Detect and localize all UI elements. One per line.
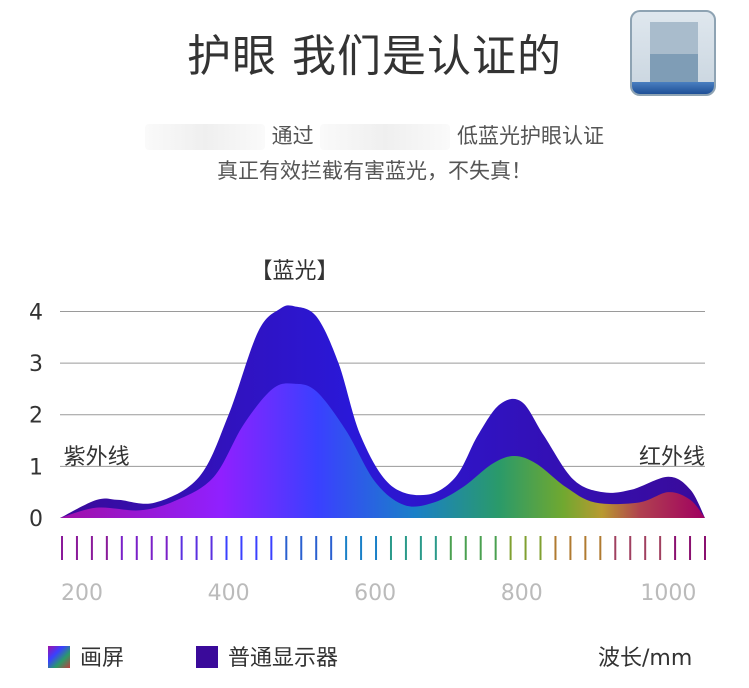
x-axis-unit-label: 波长/mm <box>598 646 693 671</box>
legend-item-normal-display: 普通显示器 <box>196 640 338 672</box>
series-area-huaping <box>60 383 705 518</box>
legend-swatch-huaping <box>48 646 70 668</box>
x-tick-label: 200 <box>61 581 103 606</box>
series-area-normal-display <box>60 305 705 518</box>
subtitle-part-1: 通过 <box>271 124 314 148</box>
y-tick-label: 4 <box>29 300 43 325</box>
subtitle-part-2: 低蓝光护眼认证 <box>457 124 605 148</box>
annotation-label: 【蓝光】 <box>251 259 339 284</box>
x-tick-label: 1000 <box>640 581 696 606</box>
y-tick-label: 1 <box>29 455 43 480</box>
x-tick-label: 800 <box>501 581 543 606</box>
redacted-org <box>320 124 451 150</box>
legend-item-huaping: 画屏 <box>48 640 124 672</box>
subtitle-line-1: 通过 低蓝光护眼认证 <box>0 120 749 150</box>
annotation-label: 红外线 <box>639 445 705 470</box>
legend-label-huaping: 画屏 <box>80 646 125 671</box>
page-title: 护眼 我们是认证的 <box>187 31 562 82</box>
legend-swatch-normal-display <box>196 646 218 668</box>
y-tick-label: 0 <box>29 507 43 532</box>
annotation-label: 紫外线 <box>64 445 130 470</box>
redacted-brand <box>144 124 265 150</box>
y-tick-label: 3 <box>29 352 43 377</box>
certification-badge-icon <box>630 10 716 96</box>
x-tick-label: 400 <box>208 581 250 606</box>
subtitle-line-2: 真正有效拦截有害蓝光，不失真！ <box>217 159 532 183</box>
legend-label-normal-display: 普通显示器 <box>228 646 339 671</box>
x-tick-label: 600 <box>354 581 396 606</box>
y-tick-label: 2 <box>29 404 43 429</box>
